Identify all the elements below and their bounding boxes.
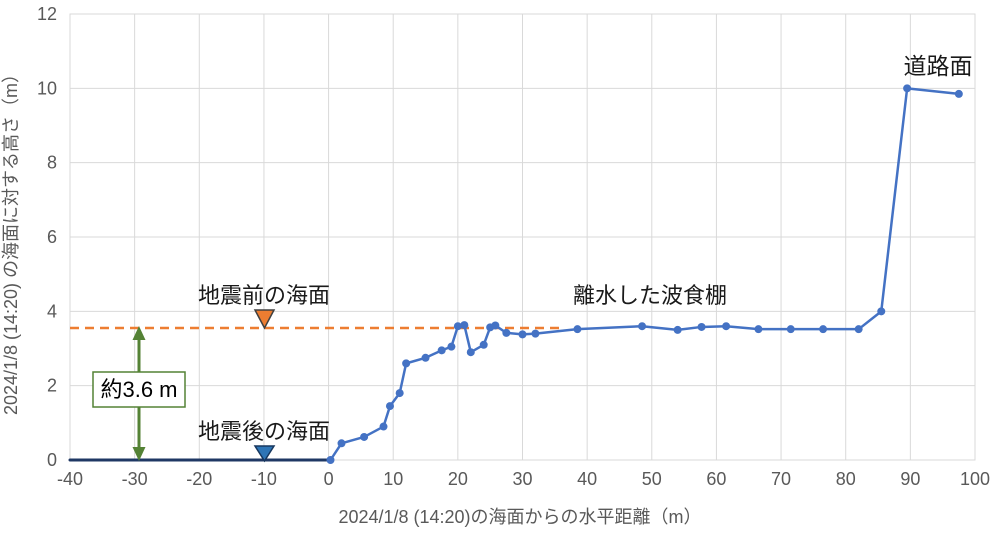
y-tick-label: 4: [47, 301, 57, 321]
y-tick-label: 2: [47, 376, 57, 396]
terrain-profile-point: [638, 322, 647, 331]
uplift-measurement-label: 約3.6 m: [100, 377, 177, 402]
terrain-profile-point: [954, 89, 963, 98]
x-tick-label: -10: [251, 469, 277, 489]
terrain-profile-point: [754, 325, 763, 334]
terrain-profile-point: [854, 325, 863, 334]
terrain-profile-point: [491, 321, 500, 330]
post-quake-sea-marker-icon: [253, 445, 276, 463]
terrain-profile-point: [379, 422, 388, 431]
terrain-profile-point: [479, 340, 488, 349]
x-tick-label: 90: [900, 469, 920, 489]
x-tick-label: 30: [512, 469, 532, 489]
terrain-profile-point: [447, 342, 456, 351]
terrain-profile-point: [360, 432, 369, 441]
x-tick-label: 60: [706, 469, 726, 489]
plot-border: [69, 13, 976, 461]
terrain-profile-point: [531, 329, 540, 338]
y-tick-label: 10: [37, 78, 57, 98]
x-tick-label: 100: [960, 469, 990, 489]
terrain-profile-point: [326, 456, 335, 464]
terrain-profile-point: [421, 353, 430, 362]
terrain-profile-point: [697, 322, 706, 331]
wave-cut-bench-label: 離水した波食棚: [573, 283, 727, 308]
x-axis-title: 2024/1/8 (14:20)の海面からの水平距離（m）: [338, 507, 701, 527]
terrain-profile-point: [673, 325, 682, 334]
terrain-profile-point: [722, 322, 731, 331]
x-tick-label: 70: [771, 469, 791, 489]
y-tick-label: 8: [47, 153, 57, 173]
terrain-profile-point: [437, 346, 446, 355]
terrain-profile-point: [402, 359, 411, 368]
terrain-profile-point: [453, 322, 462, 331]
terrain-profile-point: [518, 330, 527, 339]
terrain-profile-point: [786, 325, 795, 334]
y-tick-label: 6: [47, 227, 57, 247]
terrain-profile-point: [466, 348, 475, 357]
x-tick-label: -20: [186, 469, 212, 489]
y-tick-label: 0: [47, 450, 57, 470]
x-tick-label: 40: [577, 469, 597, 489]
terrain-profile-point: [573, 325, 582, 334]
terrain-profile-point: [903, 84, 912, 93]
x-tick-label: 80: [836, 469, 856, 489]
y-tick-label: 12: [37, 4, 57, 24]
terrain-profile-point: [395, 389, 404, 398]
x-tick-label: 0: [324, 469, 334, 489]
x-tick-label: 50: [642, 469, 662, 489]
terrain-profile-point: [877, 307, 886, 316]
terrain-profile-point: [337, 439, 346, 448]
terrain-profile-point: [819, 325, 828, 334]
terrain-profile-line: [329, 87, 961, 462]
x-tick-label: 20: [448, 469, 468, 489]
post-quake-sea-label: 地震後の海面: [198, 419, 330, 444]
pre-quake-sea-marker-icon: [253, 309, 276, 330]
x-tick-label: -30: [122, 469, 148, 489]
terrain-profile-point: [502, 328, 511, 337]
x-tick-label: -40: [57, 469, 83, 489]
road-surface-label: 道路面: [904, 53, 973, 79]
uplift-measurement-box: [92, 371, 186, 408]
terrain-profile-point: [460, 321, 469, 330]
x-tick-label: 10: [383, 469, 403, 489]
terrain-profile-point: [385, 402, 394, 411]
pre-quake-sea-label: 地震前の海面: [198, 283, 330, 308]
y-axis-title: 2024/1/8 (14:20) の海面に対する高さ（m）: [1, 65, 21, 415]
